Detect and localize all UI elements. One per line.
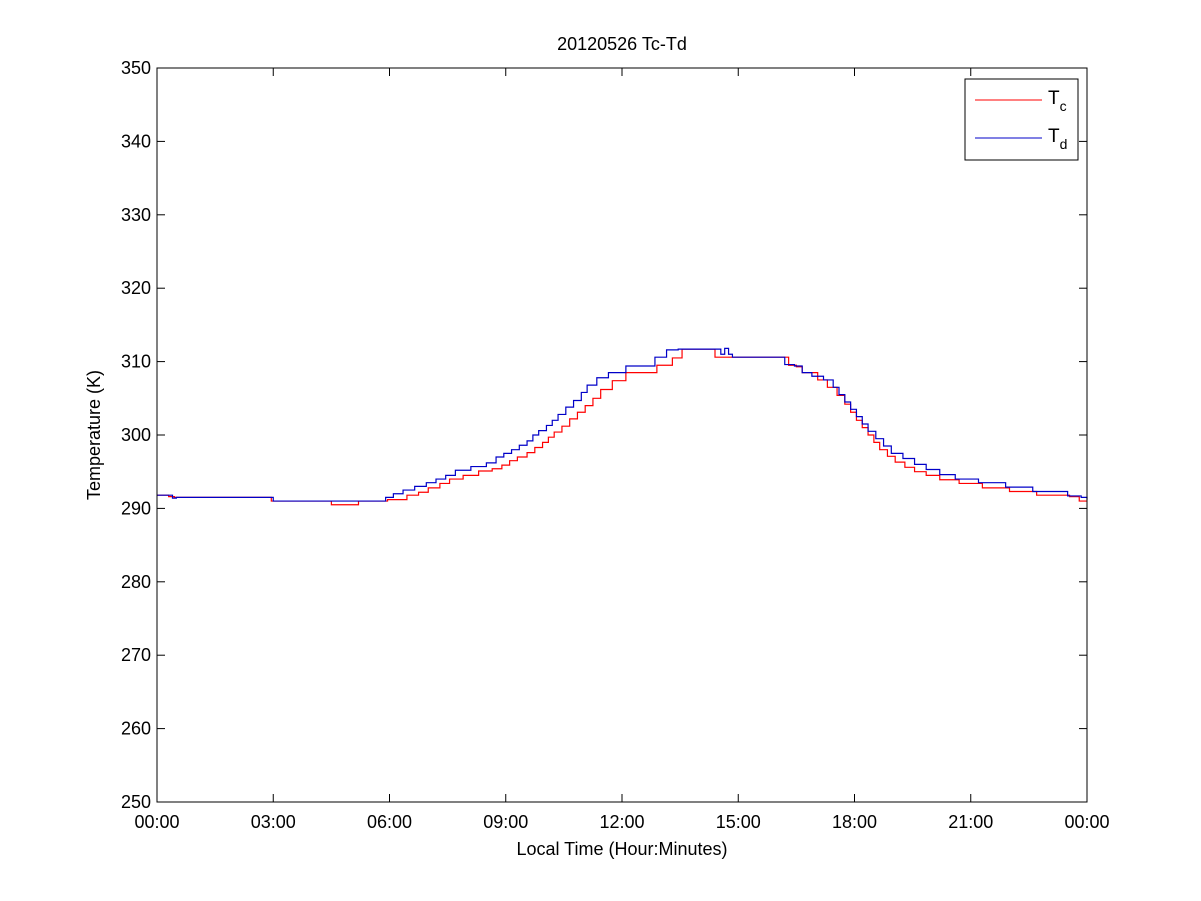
x-axis-label: Local Time (Hour:Minutes) [516, 839, 727, 859]
y-tick-label: 330 [121, 205, 151, 225]
y-tick-label: 350 [121, 58, 151, 78]
x-tick-label: 18:00 [832, 812, 877, 832]
y-axis: 250 260 270 280 290 300 310 320 330 340 350 [121, 58, 1087, 812]
x-tick-label: 06:00 [367, 812, 412, 832]
legend-label-td: Td [1048, 126, 1067, 152]
x-tick-label: 12:00 [599, 812, 644, 832]
y-tick-label: 320 [121, 278, 151, 298]
legend: Tc Td [964, 78, 1079, 161]
y-tick-label: 290 [121, 498, 151, 518]
y-tick-label: 260 [121, 719, 151, 739]
y-tick-label: 300 [121, 425, 151, 445]
y-tick-label: 310 [121, 352, 151, 372]
series-line-tc [157, 348, 1087, 506]
y-axis-label: Temperature (K) [84, 370, 104, 500]
legend-label-tc: Tc [1048, 88, 1067, 114]
y-tick-label: 340 [121, 131, 151, 151]
series-line-td [157, 347, 1088, 502]
plot-area [157, 68, 1087, 802]
y-tick-label: 280 [121, 572, 151, 592]
x-tick-label: 15:00 [716, 812, 761, 832]
series-layer [157, 347, 1088, 506]
x-tick-label: 00:00 [134, 812, 179, 832]
x-tick-label: 00:00 [1064, 812, 1109, 832]
x-tick-label: 09:00 [483, 812, 528, 832]
legend-box [964, 78, 1079, 161]
chart-title: 20120526 Tc-Td [557, 34, 687, 54]
x-tick-label: 03:00 [251, 812, 296, 832]
x-tick-label: 21:00 [948, 812, 993, 832]
y-tick-label: 270 [121, 645, 151, 665]
y-tick-label: 250 [121, 792, 151, 812]
x-axis: 00:00 03:00 06:00 09:00 12:00 15:00 18:00 21:00… [134, 68, 1110, 832]
